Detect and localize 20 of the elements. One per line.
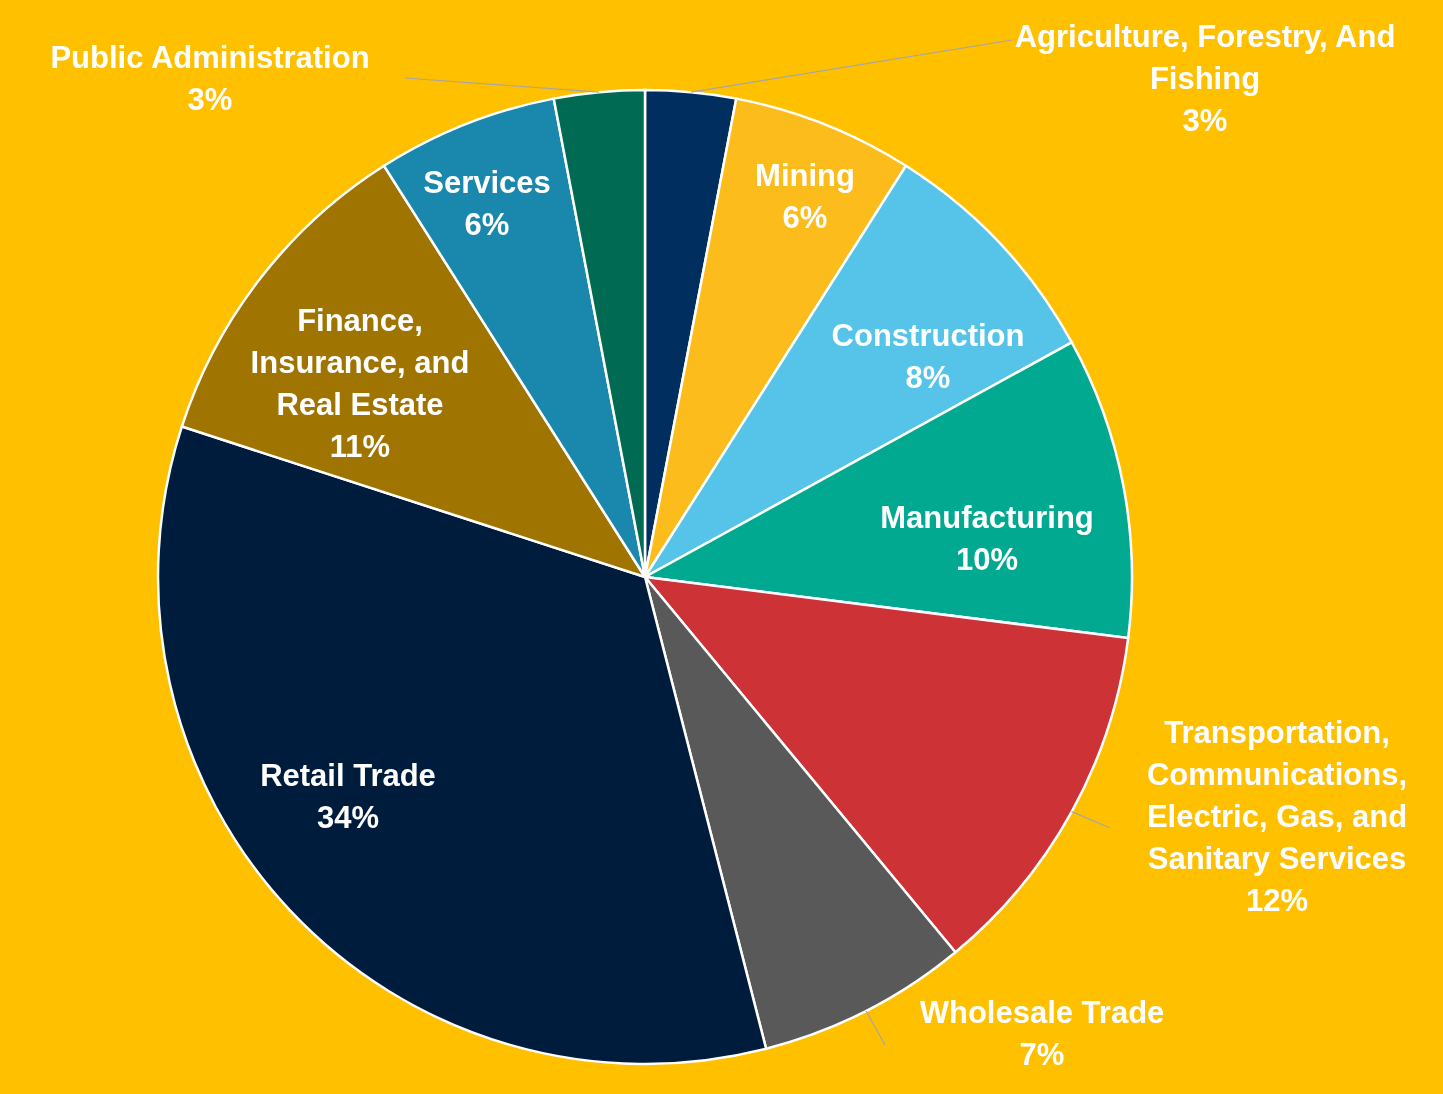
slice-label: Agriculture, Forestry, And Fishing xyxy=(1014,19,1396,96)
data-label: 34% xyxy=(316,800,380,835)
data-label: 11% xyxy=(329,429,391,464)
slice-label: Mining xyxy=(755,158,855,193)
slice-label: Public Administration xyxy=(50,40,370,75)
data-label: 3% xyxy=(187,82,233,117)
slice-label: Retail Trade xyxy=(260,758,436,793)
data-label: 7% xyxy=(1019,1037,1065,1072)
slice-label: Transportation, Communications, Electric, Gas, and Sanitary Services xyxy=(1146,715,1408,876)
slice-label: Wholesale Trade xyxy=(919,995,1165,1030)
data-label: 3% xyxy=(1182,103,1228,138)
slice-label: Construction xyxy=(831,318,1025,353)
data-label: 12% xyxy=(1245,883,1309,918)
slice-label: Finance, Insurance, and Real Estate xyxy=(250,303,470,422)
data-label: 8% xyxy=(905,360,951,395)
slice-label: Services xyxy=(423,165,551,200)
data-label: 6% xyxy=(464,207,510,242)
data-label: 6% xyxy=(782,200,828,235)
slice-label: Manufacturing xyxy=(880,500,1094,535)
data-label: 10% xyxy=(955,542,1019,577)
